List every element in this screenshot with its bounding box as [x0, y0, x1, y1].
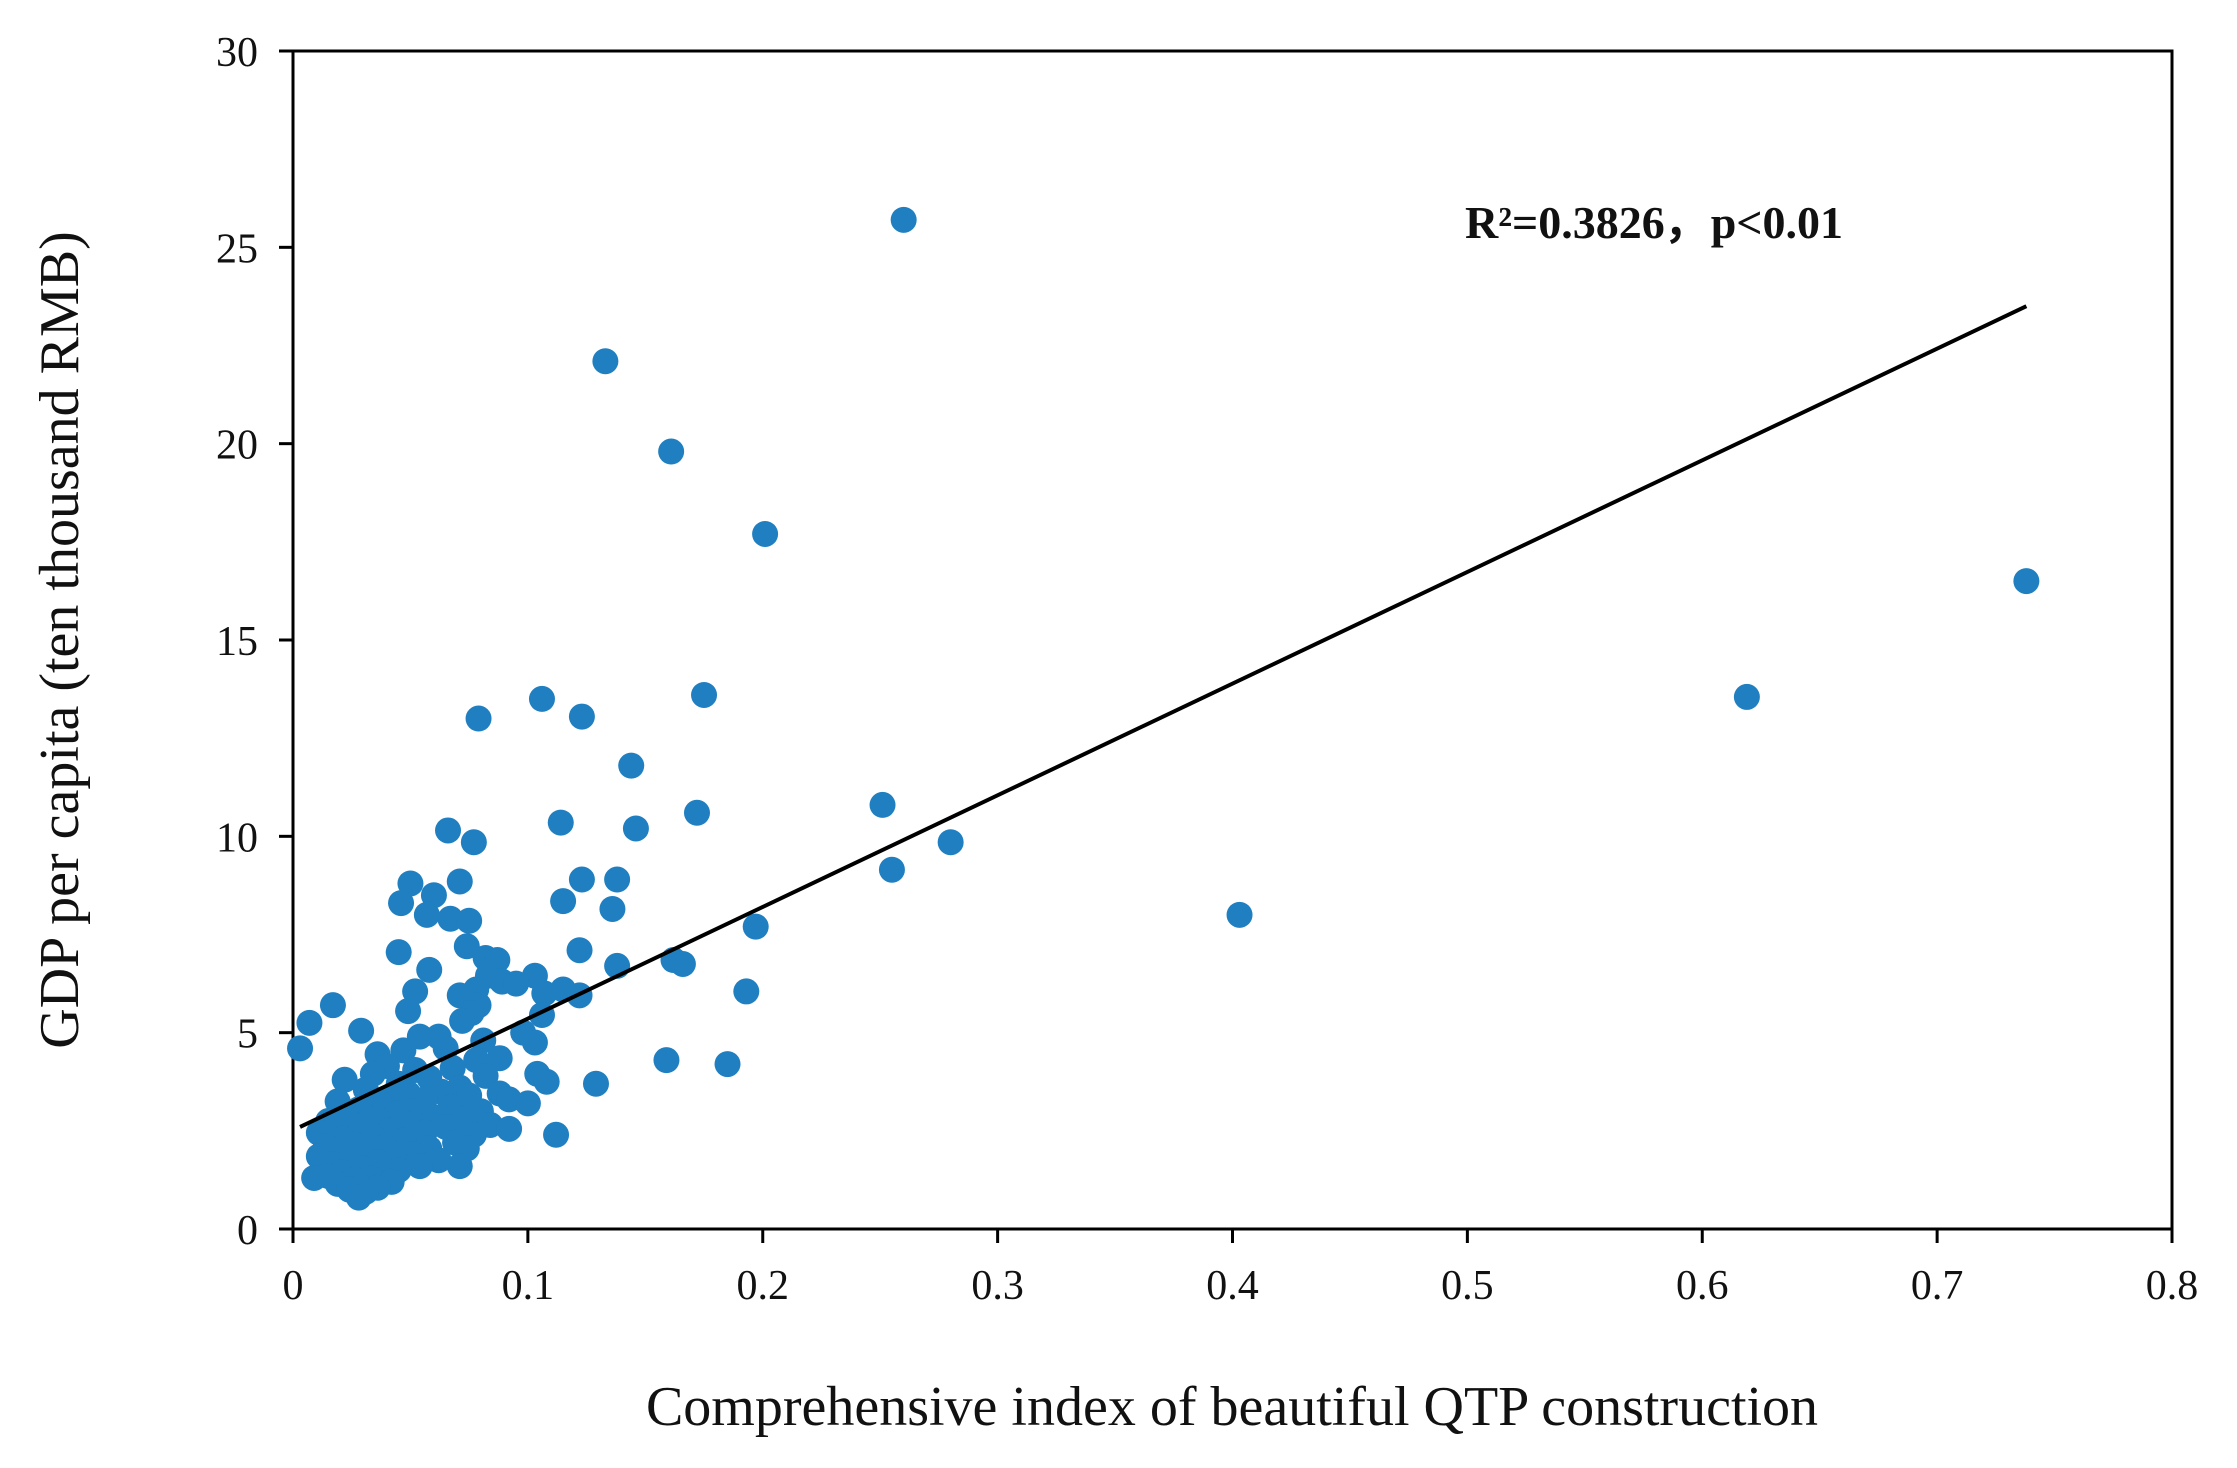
regression-annotation: R²=0.3826，p<0.01 — [1465, 197, 1843, 248]
data-point — [439, 1055, 466, 1082]
data-point — [456, 907, 483, 934]
y-tick-label: 15 — [216, 619, 258, 665]
data-point — [592, 348, 619, 375]
data-point — [582, 1070, 609, 1097]
x-tick-label: 0.8 — [2146, 1263, 2199, 1309]
data-point — [465, 705, 492, 732]
data-point — [402, 978, 429, 1005]
data-point — [2013, 568, 2040, 595]
data-point — [568, 866, 595, 893]
data-point — [460, 829, 487, 856]
data-point — [388, 890, 415, 917]
data-point — [397, 870, 424, 897]
data-point — [752, 520, 779, 547]
data-point — [446, 1153, 473, 1180]
data-point — [543, 1121, 570, 1148]
data-point — [296, 1009, 323, 1036]
data-point — [521, 1029, 548, 1056]
x-tick-label: 0.2 — [737, 1263, 790, 1309]
data-point — [683, 799, 710, 826]
data-point — [618, 752, 645, 779]
data-point — [533, 1068, 560, 1095]
y-tick-label: 30 — [216, 30, 258, 76]
data-point — [1226, 901, 1253, 928]
data-point — [878, 856, 905, 883]
data-point — [568, 703, 595, 730]
x-tick-label: 0.6 — [1676, 1263, 1729, 1309]
x-tick-label: 0.4 — [1206, 1263, 1259, 1309]
data-point — [869, 791, 896, 818]
data-point — [437, 905, 464, 932]
data-point — [1733, 683, 1760, 710]
data-point — [453, 933, 480, 960]
data-point — [319, 992, 346, 1019]
data-point — [416, 956, 443, 983]
y-tick-label: 5 — [237, 1012, 258, 1058]
data-point — [348, 1017, 375, 1044]
data-point — [486, 1045, 513, 1072]
data-point — [531, 980, 558, 1007]
x-tick-label: 0.7 — [1911, 1263, 1964, 1309]
plot-frame — [291, 49, 2174, 1231]
data-point — [566, 937, 593, 964]
data-point — [287, 1035, 314, 1062]
x-tick-label: 0.1 — [502, 1263, 555, 1309]
data-point — [669, 950, 696, 977]
data-point — [514, 1090, 541, 1117]
y-tick-label: 25 — [216, 226, 258, 272]
data-point — [691, 681, 718, 708]
data-point — [742, 913, 769, 940]
data-point — [547, 809, 574, 836]
data-point — [496, 1115, 523, 1142]
data-point — [503, 970, 530, 997]
data-point — [413, 901, 440, 928]
data-point — [420, 882, 447, 909]
data-point — [658, 438, 685, 465]
y-axis-title: GDP per capita (ten thousand RMB) — [29, 231, 91, 1049]
data-point — [714, 1051, 741, 1078]
data-point — [301, 1164, 328, 1191]
data-point — [449, 1007, 476, 1034]
data-point — [733, 978, 760, 1005]
data-point — [385, 939, 412, 966]
data-point — [550, 888, 577, 915]
y-tick-label: 10 — [216, 815, 258, 861]
x-tick-label: 0 — [283, 1263, 304, 1309]
data-point — [528, 685, 555, 712]
data-point — [472, 1062, 499, 1089]
data-point — [604, 866, 631, 893]
data-point — [890, 206, 917, 233]
x-tick-label: 0.3 — [971, 1263, 1024, 1309]
data-point — [395, 998, 422, 1025]
y-tick-label: 20 — [216, 423, 258, 469]
data-point — [653, 1047, 680, 1074]
data-point — [599, 895, 626, 922]
data-point — [345, 1184, 372, 1211]
data-point — [937, 829, 964, 856]
data-point — [390, 1037, 417, 1064]
axis-ticks: 0 0.1 0.2 0.3 0.4 0.5 0.6 0.7 0.8 0 5 10 15 20 25 30 — [216, 30, 2198, 1309]
y-tick-label: 0 — [237, 1208, 258, 1254]
data-point — [435, 817, 462, 844]
data-points — [287, 206, 2040, 1211]
data-point — [622, 815, 649, 842]
x-tick-label: 0.5 — [1441, 1263, 1494, 1309]
x-axis-title: Comprehensive index of beautiful QTP con… — [646, 1376, 1818, 1438]
data-point — [446, 868, 473, 895]
data-point — [331, 1066, 358, 1093]
data-point — [406, 1153, 433, 1180]
regression-line — [299, 304, 2028, 1129]
